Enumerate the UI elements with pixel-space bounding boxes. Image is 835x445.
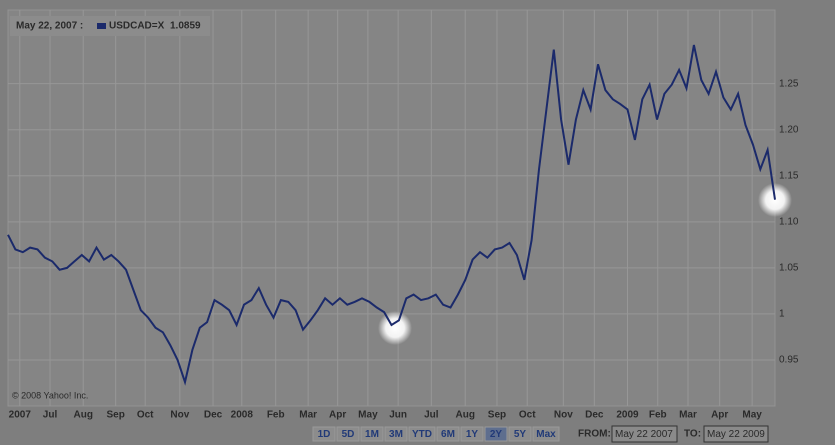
highlight — [378, 311, 412, 345]
range-button-label[interactable]: YTD — [412, 429, 432, 440]
to-value[interactable]: May 22 2009 — [707, 429, 765, 440]
from-value[interactable]: May 22 2007 — [615, 429, 673, 440]
x-tick-label: Aug — [456, 410, 475, 421]
copyright: © 2008 Yahoo! Inc. — [12, 390, 88, 400]
x-tick-label: Dec — [204, 410, 223, 421]
x-tick-label: Mar — [679, 410, 697, 421]
y-tick-label: 1 — [779, 309, 785, 320]
x-tick-label: Oct — [137, 410, 154, 421]
price-line — [7, 44, 776, 386]
x-tick-label: Sep — [107, 410, 125, 421]
x-tick-label: Sep — [488, 410, 506, 421]
y-tick-label: 1.15 — [779, 170, 799, 181]
to-input[interactable] — [703, 425, 769, 443]
x-tick-label: Oct — [519, 410, 536, 421]
range-button-label[interactable]: 5D — [342, 429, 355, 440]
x-tick-label: 2007 — [9, 410, 32, 421]
range-button[interactable] — [460, 426, 484, 442]
x-tick-label: Mar — [299, 410, 317, 421]
range-button-label[interactable]: 1Y — [466, 429, 479, 440]
range-button[interactable] — [484, 426, 508, 442]
range-button-label[interactable]: 6M — [441, 429, 455, 440]
x-tick-label: Feb — [267, 410, 285, 421]
range-button[interactable] — [508, 426, 532, 442]
x-tick-label: Nov — [554, 410, 573, 421]
range-button[interactable] — [408, 426, 436, 442]
x-tick-label: Aug — [73, 410, 92, 421]
range-button-label[interactable]: 2Y — [490, 429, 503, 440]
range-button-label[interactable]: 1M — [365, 429, 379, 440]
range-button-label[interactable]: 3M — [389, 429, 403, 440]
from-input[interactable] — [611, 425, 678, 443]
y-tick-label: 1.25 — [779, 78, 799, 89]
range-button[interactable] — [532, 426, 560, 442]
x-tick-label: Jul — [43, 410, 58, 421]
from-label: FROM: — [578, 429, 611, 440]
x-tick-label: Dec — [585, 410, 604, 421]
to-label: TO: — [684, 429, 701, 440]
range-button[interactable] — [336, 426, 360, 442]
range-button[interactable] — [436, 426, 460, 442]
range-button[interactable] — [312, 426, 336, 442]
range-button[interactable] — [384, 426, 408, 442]
x-tick-label: 2009 — [616, 410, 639, 421]
x-tick-label: May — [742, 410, 762, 421]
y-tick-label: 1.05 — [779, 263, 799, 274]
range-button-label[interactable]: 5Y — [514, 429, 527, 440]
legend-label: USDCAD=X — [109, 21, 165, 32]
x-tick-label: Apr — [329, 410, 346, 421]
x-tick-label: May — [358, 410, 378, 421]
x-tick-label: Nov — [170, 410, 189, 421]
legend-swatch — [97, 23, 106, 29]
x-tick-label: Jun — [389, 410, 407, 421]
x-tick-label: Jul — [424, 410, 439, 421]
range-button-label[interactable]: 1D — [318, 429, 331, 440]
highlight — [758, 183, 792, 217]
y-tick-label: 0.95 — [779, 355, 799, 366]
header-date: May 22, 2007 : — [16, 21, 83, 32]
y-tick-label: 1.20 — [779, 124, 799, 135]
range-button[interactable] — [360, 426, 384, 442]
header-value: 1.0859 — [170, 21, 201, 32]
range-button-label[interactable]: Max — [536, 429, 556, 440]
x-tick-label: 2008 — [231, 410, 254, 421]
header-box — [10, 16, 210, 36]
x-tick-label: Apr — [711, 410, 728, 421]
y-tick-label: 1.10 — [779, 216, 799, 227]
x-tick-label: Feb — [649, 410, 667, 421]
plot-area — [7, 9, 776, 407]
